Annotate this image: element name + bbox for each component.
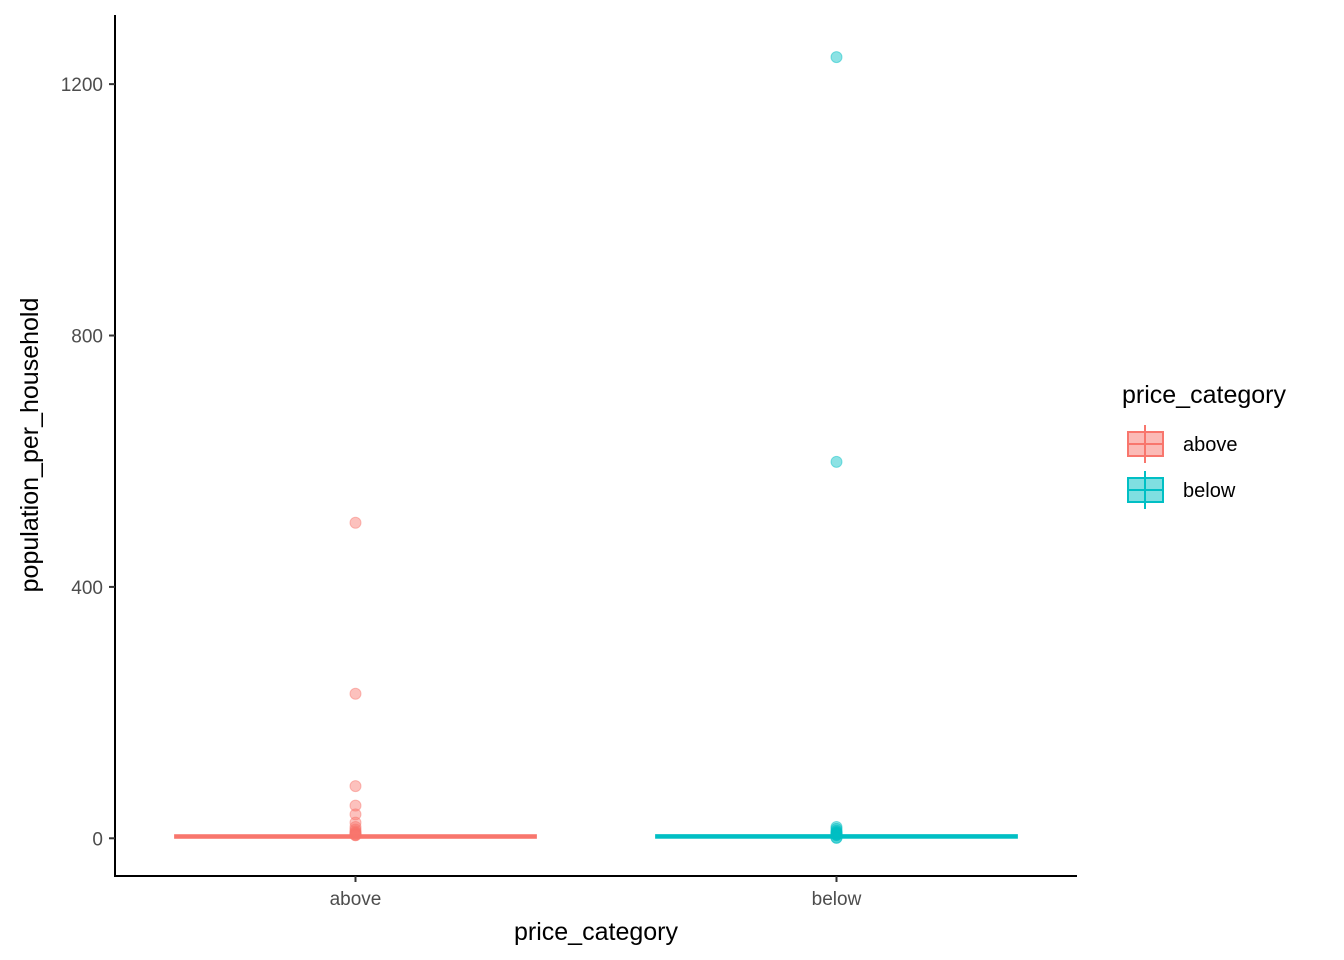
series-above	[174, 516, 537, 842]
legend-label: below	[1183, 480, 1236, 502]
outlier-point	[830, 826, 843, 839]
outlier-point	[830, 827, 843, 840]
outlier-point	[349, 780, 362, 793]
outlier-point	[830, 826, 843, 839]
outlier-point	[349, 808, 362, 821]
outlier-point	[349, 828, 362, 841]
outlier-point	[830, 831, 843, 844]
axes-layer: 0 400 800 1200 above below price_category po…	[16, 15, 1077, 946]
outlier-point	[349, 827, 362, 840]
legend-items: above below	[1127, 425, 1238, 509]
x-axis-ticks: above below	[330, 876, 862, 910]
outlier-point	[830, 831, 843, 844]
outlier-point	[349, 829, 362, 842]
legend-title: price_category	[1122, 381, 1286, 409]
outlier-point	[349, 687, 362, 700]
outlier-point	[830, 828, 843, 841]
outlier-point	[830, 820, 843, 833]
outlier-point	[830, 828, 843, 841]
outlier-point	[830, 824, 843, 837]
x-tick-label: above	[330, 889, 382, 910]
outlier-point	[349, 823, 362, 836]
outlier-point	[349, 799, 362, 812]
y-tick-label: 800	[71, 327, 103, 348]
legend-item-above: above	[1127, 425, 1238, 463]
outlier-point	[830, 455, 843, 468]
y-axis-ticks: 0 400 800 1200	[61, 75, 115, 850]
outlier-point	[349, 816, 362, 829]
legend-label: above	[1183, 434, 1238, 456]
legend-item-below: below	[1127, 471, 1236, 509]
outlier-point	[349, 829, 362, 842]
outlier-point	[830, 822, 843, 835]
outlier-point	[349, 826, 362, 839]
x-tick-label: below	[812, 889, 862, 910]
outlier-point	[830, 51, 843, 64]
series-below	[655, 51, 1018, 844]
y-tick-label: 0	[92, 829, 103, 850]
outlier-point	[349, 825, 362, 838]
outlier-point	[830, 829, 843, 842]
plot-layer	[174, 51, 1018, 844]
outlier-point	[349, 516, 362, 529]
y-tick-label: 1200	[61, 75, 103, 96]
outlier-point	[349, 820, 362, 833]
y-axis-title: population_per_household	[16, 298, 44, 593]
outlier-point	[349, 827, 362, 840]
legend: price_category above below	[1122, 381, 1286, 509]
x-axis-title: price_category	[514, 918, 678, 946]
outlier-point	[830, 827, 843, 840]
y-tick-label: 400	[71, 578, 103, 599]
